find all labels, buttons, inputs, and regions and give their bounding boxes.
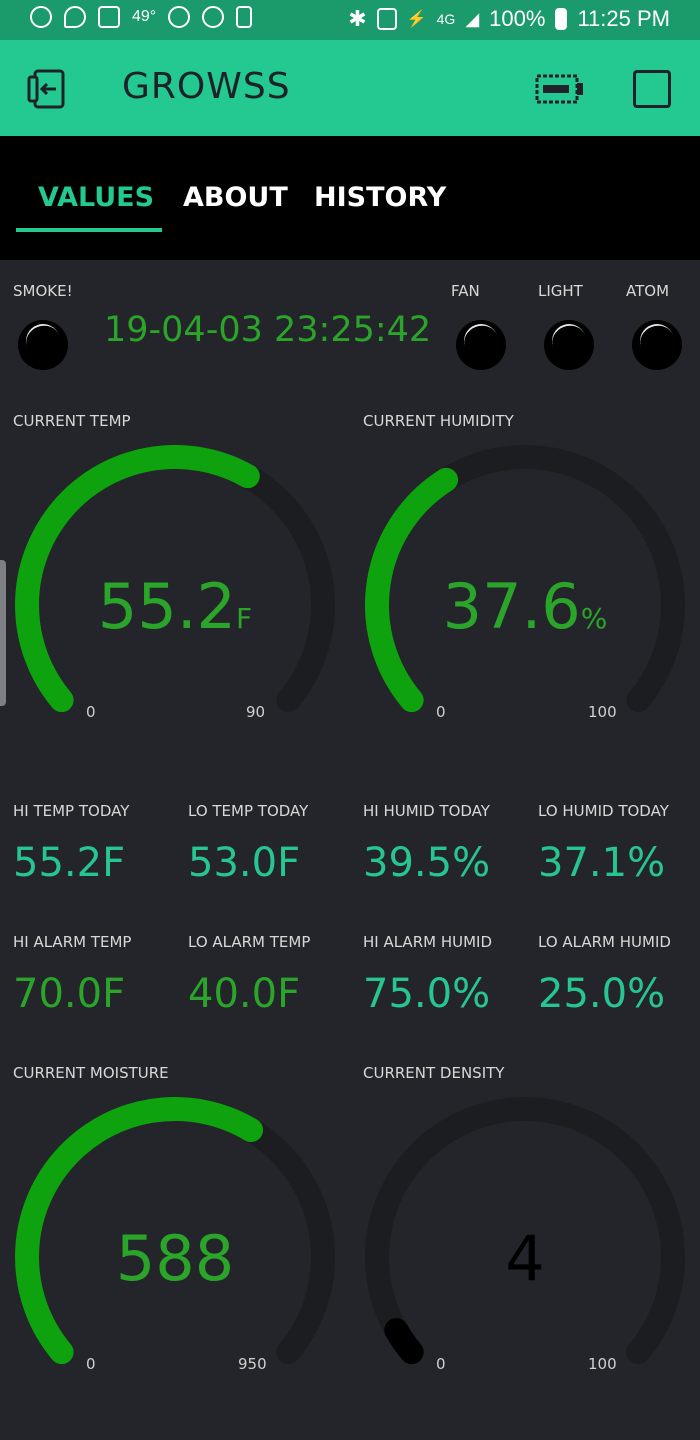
density-value-number: 4 (505, 1222, 545, 1295)
lo-alarm-humid-value[interactable]: 25.0% (538, 971, 666, 1017)
tab-about[interactable]: ABOUT (183, 182, 288, 213)
status-time: 11:25 PM (577, 6, 670, 31)
active-tab-indicator (16, 228, 162, 232)
hi-alarm-humid-value[interactable]: 75.0% (363, 971, 491, 1017)
humidity-value-number: 37.6 (442, 570, 581, 643)
density-gauge-max: 100 (588, 1355, 617, 1373)
temp-gauge-arc (15, 445, 260, 713)
status-bar: 49° ✱ ⚡ 4G ◢ 100% 11:25 PM (0, 0, 700, 40)
light-led (544, 320, 594, 370)
temp-gauge-min: 0 (86, 703, 96, 721)
current-moisture-label: CURRENT MOISTURE (13, 1064, 169, 1082)
sim-icon (236, 6, 253, 28)
atom-label: ATOM (626, 282, 670, 300)
apps-icon (168, 6, 191, 28)
temp-gauge-value: 55.2F (60, 570, 290, 643)
moisture-gauge-min: 0 (86, 1355, 96, 1373)
density-gauge-min: 0 (436, 1355, 446, 1373)
hi-alarm-humid-label: HI ALARM HUMID (363, 933, 493, 951)
wifi-icon (202, 6, 225, 28)
edge-panel-handle[interactable] (0, 560, 6, 706)
tab-values[interactable]: VALUES (38, 182, 155, 213)
twitter-icon (64, 6, 86, 28)
fan-led (456, 320, 506, 370)
network-type: 4G (436, 11, 456, 27)
lo-alarm-temp-label: LO ALARM TEMP (188, 933, 311, 951)
notification-icon (30, 6, 52, 28)
exit-door-icon[interactable] (26, 68, 68, 110)
status-right: ✱ ⚡ 4G ◢ 100% 11:25 PM (348, 6, 670, 32)
bluetooth-icon: ✱ (348, 6, 367, 31)
moisture-gauge-arc (15, 1097, 264, 1365)
current-temp-label: CURRENT TEMP (13, 412, 131, 430)
app-title: GROWSS (122, 66, 291, 107)
lo-alarm-temp-value[interactable]: 40.0F (188, 971, 301, 1017)
nfc-icon (376, 8, 397, 30)
lo-temp-label: LO TEMP TODAY (188, 802, 309, 820)
hi-humid-label: HI HUMID TODAY (363, 802, 490, 820)
hi-alarm-temp-label: HI ALARM TEMP (13, 933, 132, 951)
humidity-gauge-value: 37.6% (410, 570, 640, 643)
hi-alarm-temp-value[interactable]: 70.0F (13, 971, 126, 1017)
battery-icon (555, 8, 568, 30)
square-icon[interactable] (633, 70, 671, 108)
hi-temp-label: HI TEMP TODAY (13, 802, 130, 820)
humidity-gauge (365, 445, 685, 713)
light-label: LIGHT (538, 282, 583, 300)
image-icon (98, 6, 120, 28)
humidity-gauge-arc (365, 467, 459, 713)
hi-humid-value: 39.5% (363, 840, 491, 886)
moisture-value-number: 588 (115, 1222, 235, 1295)
signal-icon: ◢ (465, 8, 480, 29)
atom-led (632, 320, 682, 370)
temp-gauge (15, 445, 335, 713)
humidity-gauge-min: 0 (436, 703, 446, 721)
temp-value-number: 55.2 (97, 570, 236, 643)
fan-label: FAN (451, 282, 480, 300)
current-humidity-label: CURRENT HUMIDITY (363, 412, 514, 430)
smoke-led (18, 320, 68, 370)
smoke-label: SMOKE! (13, 282, 73, 300)
current-density-label: CURRENT DENSITY (363, 1064, 505, 1082)
tab-history[interactable]: HISTORY (314, 182, 447, 213)
lo-temp-value: 53.0F (188, 840, 301, 886)
battery-widget-icon[interactable] (535, 73, 585, 105)
moisture-gauge-value: 588 (60, 1222, 290, 1295)
last-update-datetime: 19-04-03 23:25:42 (104, 310, 432, 350)
hi-temp-value: 55.2F (13, 840, 126, 886)
data-icon: ⚡ (406, 11, 427, 28)
temp-gauge-max: 90 (246, 703, 266, 721)
status-left: 49° (30, 6, 253, 28)
moisture-gauge-max: 950 (238, 1355, 267, 1373)
status-temp: 49° (132, 8, 157, 25)
moisture-gauge (15, 1097, 335, 1365)
battery-percent: 100% (489, 6, 546, 31)
temp-value-unit: F (235, 602, 253, 635)
density-gauge (365, 1097, 685, 1365)
app-bar: GROWSS (0, 40, 700, 136)
humidity-gauge-max: 100 (588, 703, 617, 721)
lo-alarm-humid-label: LO ALARM HUMID (538, 933, 671, 951)
density-gauge-track (365, 1097, 685, 1365)
humidity-value-unit: % (580, 602, 608, 635)
tab-bar (0, 136, 700, 260)
lo-humid-value: 37.1% (538, 840, 666, 886)
density-gauge-value: 4 (410, 1222, 640, 1295)
density-gauge-arc (384, 1318, 424, 1365)
lo-humid-label: LO HUMID TODAY (538, 802, 669, 820)
